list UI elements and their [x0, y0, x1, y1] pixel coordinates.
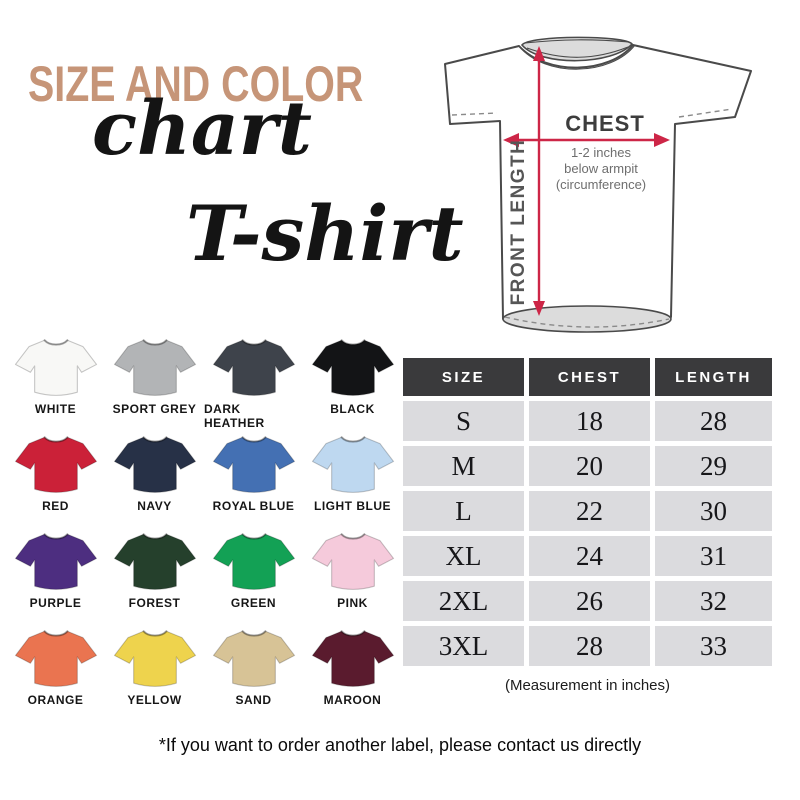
color-swatch-sport-grey: SPORT GREY — [112, 336, 198, 433]
color-swatch-label: ROYAL BLUE — [212, 499, 295, 513]
color-swatch-forest: FOREST — [112, 530, 198, 627]
color-swatch-label: DARK HEATHER — [204, 402, 265, 430]
tshirt-icon — [113, 630, 196, 687]
color-grid: WHITE SPORT GREY DARK HEATHER BLACK RED … — [6, 336, 402, 724]
color-swatch-label: MAROON — [323, 693, 382, 707]
color-swatch-pink: PINK — [310, 530, 396, 627]
tshirt-icon — [113, 533, 196, 590]
table-header-chest: CHEST — [529, 358, 650, 396]
table-cell-length: 31 — [655, 536, 772, 576]
table-cell-length: 33 — [655, 626, 772, 666]
table-cell-size: L — [403, 491, 524, 531]
page-title-script: chart — [92, 86, 312, 172]
page-title: SIZE AND COLOR — [28, 57, 364, 113]
tshirt-icon — [212, 339, 295, 396]
table-cell-size: S — [403, 401, 524, 441]
hem-inside — [502, 305, 672, 333]
tshirt-icon — [113, 436, 196, 493]
chest-note-line2: below armpit — [564, 161, 638, 176]
tshirt-icon — [14, 339, 97, 396]
tshirt-icon — [212, 630, 295, 687]
color-swatch-maroon: MAROON — [310, 627, 396, 724]
color-swatch-label: SAND — [235, 693, 272, 707]
size-table: SIZE CHEST LENGTH S 18 28 M 20 29 L 22 30 XL 24 31 2XL 2… — [403, 358, 772, 694]
table-cell-length: 30 — [655, 491, 772, 531]
color-swatch-label: ORANGE — [27, 693, 84, 707]
tshirt-icon — [14, 533, 97, 590]
color-swatch-yellow: YELLOW — [112, 627, 198, 724]
product-name: T-shirt — [186, 189, 464, 278]
color-swatch-label: PINK — [337, 596, 368, 610]
color-swatch-light-blue: LIGHT BLUE — [310, 433, 396, 530]
chest-note-line1: 1-2 inches — [571, 145, 631, 160]
table-cell-chest: 26 — [529, 581, 650, 621]
table-cell-size: XL — [403, 536, 524, 576]
color-swatch-orange: ORANGE — [13, 627, 99, 724]
table-cell-size: M — [403, 446, 524, 486]
color-swatch-navy: NAVY — [112, 433, 198, 530]
chest-note-line3: (circumference) — [556, 177, 646, 192]
tshirt-icon — [311, 630, 394, 687]
tshirt-icon — [212, 436, 295, 493]
color-swatch-red: RED — [13, 433, 99, 530]
table-cell-size: 2XL — [403, 581, 524, 621]
tshirt-icon — [212, 533, 295, 590]
table-cell-length: 29 — [655, 446, 772, 486]
color-swatch-sand: SAND — [211, 627, 297, 724]
color-swatch-label: PURPLE — [29, 596, 82, 610]
table-cell-size: 3XL — [403, 626, 524, 666]
color-swatch-green: GREEN — [211, 530, 297, 627]
table-cell-length: 32 — [655, 581, 772, 621]
color-swatch-label: GREEN — [230, 596, 277, 610]
color-swatch-label: NAVY — [137, 499, 172, 513]
color-swatch-label: RED — [42, 499, 69, 513]
table-header-length: LENGTH — [655, 358, 772, 396]
color-swatch-label: FOREST — [128, 596, 181, 610]
tshirt-icon — [311, 436, 394, 493]
tshirt-icon — [311, 339, 394, 396]
color-swatch-label: BLACK — [330, 402, 375, 416]
tshirt-icon — [311, 533, 394, 590]
footnote: *If you want to order another label, ple… — [158, 735, 642, 755]
color-swatch-white: WHITE — [13, 336, 99, 433]
table-header-size: SIZE — [403, 358, 524, 396]
color-swatch-black: BLACK — [310, 336, 396, 433]
color-swatch-label: LIGHT BLUE — [314, 499, 391, 513]
color-swatch-label: YELLOW — [127, 693, 182, 707]
tshirt-icon — [14, 436, 97, 493]
front-length-label: FRONT LENGTH — [508, 139, 529, 306]
table-cell-chest: 28 — [529, 626, 650, 666]
color-swatch-dark-heather: DARK HEATHER — [204, 336, 303, 433]
tshirt-icon — [113, 339, 196, 396]
color-swatch-royal-blue: ROYAL BLUE — [211, 433, 297, 530]
table-cell-chest: 20 — [529, 446, 650, 486]
chest-label: CHEST — [565, 111, 645, 136]
color-swatch-label: WHITE — [34, 402, 77, 416]
measurement-diagram: CHEST 1-2 inches below armpit (circumfer… — [444, 36, 752, 333]
color-swatch-label: SPORT GREY — [112, 402, 197, 416]
table-cell-chest: 24 — [529, 536, 650, 576]
tshirt-icon — [14, 630, 97, 687]
table-cell-length: 28 — [655, 401, 772, 441]
table-cell-chest: 18 — [529, 401, 650, 441]
color-swatch-purple: PURPLE — [13, 530, 99, 627]
size-table-grid: SIZE CHEST LENGTH S 18 28 M 20 29 L 22 30 XL 24 31 2XL 2… — [403, 358, 772, 666]
table-cell-chest: 22 — [529, 491, 650, 531]
measurement-caption: (Measurement in inches) — [504, 677, 671, 694]
